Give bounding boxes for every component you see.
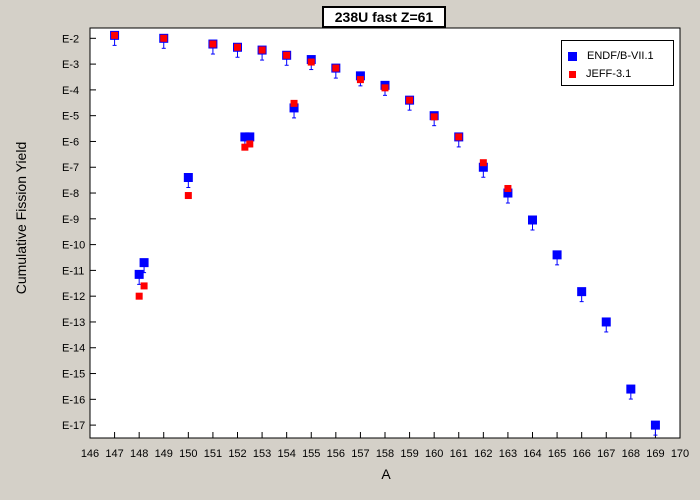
x-tick-label: 163 xyxy=(499,448,517,460)
jeff-point xyxy=(332,64,340,72)
legend-item-jeff: JEFF-3.1 xyxy=(568,67,631,81)
endf-point xyxy=(626,384,636,394)
x-tick-label: 147 xyxy=(105,448,123,460)
jeff-point xyxy=(184,192,192,200)
chart-title: 238U fast Z=61 xyxy=(322,6,446,28)
y-tick-label: E-10 xyxy=(62,240,85,252)
y-tick-label: E-13 xyxy=(62,317,85,329)
legend-label-endf: ENDF/B-VII.1 xyxy=(587,50,654,62)
endf-point xyxy=(355,71,365,81)
jeff-point xyxy=(455,133,463,141)
jeff-point xyxy=(246,140,254,148)
y-tick-label: E-14 xyxy=(62,343,85,355)
x-tick-label: 152 xyxy=(228,448,246,460)
endf-point xyxy=(240,132,250,142)
y-tick-label: E-12 xyxy=(62,291,85,303)
legend-marker-jeff xyxy=(569,70,576,78)
x-tick-label: 169 xyxy=(646,448,664,460)
y-tick-label: E-7 xyxy=(62,162,79,174)
endf-point xyxy=(503,188,513,198)
y-tick-label: E-15 xyxy=(62,369,85,381)
endf-point xyxy=(289,103,299,113)
jeff-point xyxy=(111,31,119,39)
jeff-point xyxy=(356,76,364,84)
x-tick-label: 156 xyxy=(327,448,345,460)
endf-point xyxy=(478,162,488,172)
endf-point xyxy=(134,269,144,279)
jeff-point xyxy=(381,84,389,92)
endf-point xyxy=(183,173,193,183)
x-tick-label: 162 xyxy=(474,448,492,460)
y-tick-label: E-11 xyxy=(62,265,84,277)
x-tick-label: 146 xyxy=(81,448,99,460)
data-marks xyxy=(110,30,660,436)
x-tick-label: 153 xyxy=(253,448,271,460)
y-tick-label: E-8 xyxy=(62,188,79,200)
jeff-point xyxy=(234,43,241,51)
legend: ENDF/B-VII.1 JEFF-3.1 xyxy=(561,40,674,86)
x-tick-label: 167 xyxy=(597,448,615,460)
x-tick-label: 149 xyxy=(155,448,173,460)
endf-point xyxy=(650,420,660,430)
jeff-point xyxy=(479,159,487,167)
x-tick-label: 170 xyxy=(671,448,689,460)
y-tick-label: E-3 xyxy=(62,59,79,71)
endf-point xyxy=(139,258,149,268)
y-tick-label: E-16 xyxy=(62,394,85,406)
jeff-point xyxy=(241,143,249,151)
legend-label-jeff: JEFF-3.1 xyxy=(586,68,632,80)
jeff-point xyxy=(307,58,315,66)
y-tick-label: E-9 xyxy=(62,214,79,226)
x-tick-label: 150 xyxy=(179,448,197,460)
x-tick-label: 166 xyxy=(572,448,590,460)
x-tick-label: 151 xyxy=(204,448,222,460)
y-axis: E-2 E-3 E-4 E-5 E-6 E-7 E-8 E-9 E-10 E-11 E-12 E-13… xyxy=(62,33,96,432)
x-tick-label: 157 xyxy=(351,448,369,460)
x-tick-label: 148 xyxy=(130,448,148,460)
y-tick-label: E-6 xyxy=(62,136,79,148)
jeff-point xyxy=(283,51,291,59)
plot-area xyxy=(89,27,681,439)
y-tick-label: E-2 xyxy=(62,33,79,45)
x-tick-label: 161 xyxy=(450,448,468,460)
jeff-point xyxy=(430,113,438,121)
y-tick-label: E-4 xyxy=(62,85,79,97)
y-tick-label: E-5 xyxy=(62,111,79,123)
jeff-point xyxy=(140,282,148,290)
jeff-point xyxy=(504,184,512,192)
endf-point xyxy=(601,317,611,327)
x-axis-label: A xyxy=(381,466,391,482)
x-axis: 146 147 148 149 150 151 152 153 154 155 156 157 158 1… xyxy=(81,432,689,460)
jeff-point xyxy=(209,40,217,48)
y-axis-label: Cumulative Fission Yield xyxy=(13,141,29,295)
x-tick-label: 160 xyxy=(425,448,443,460)
legend-marker-endf xyxy=(568,51,577,61)
endf-point xyxy=(552,250,562,260)
legend-item-endf: ENDF/B-VII.1 xyxy=(568,49,654,63)
jeff-point xyxy=(406,96,414,104)
x-tick-label: 154 xyxy=(277,448,295,460)
x-tick-label: 159 xyxy=(400,448,418,460)
x-tick-label: 158 xyxy=(376,448,394,460)
jeff-point xyxy=(160,34,168,42)
endf-point xyxy=(245,132,255,142)
jeff-point xyxy=(290,99,298,107)
x-tick-label: 168 xyxy=(622,448,640,460)
x-tick-label: 165 xyxy=(548,448,566,460)
endf-point xyxy=(528,215,537,225)
endf-point xyxy=(577,287,587,297)
x-tick-label: 164 xyxy=(523,448,541,460)
y-tick-label: E-17 xyxy=(62,420,85,432)
x-tick-label: 155 xyxy=(302,448,320,460)
jeff-point xyxy=(258,46,266,54)
jeff-point xyxy=(135,292,143,300)
